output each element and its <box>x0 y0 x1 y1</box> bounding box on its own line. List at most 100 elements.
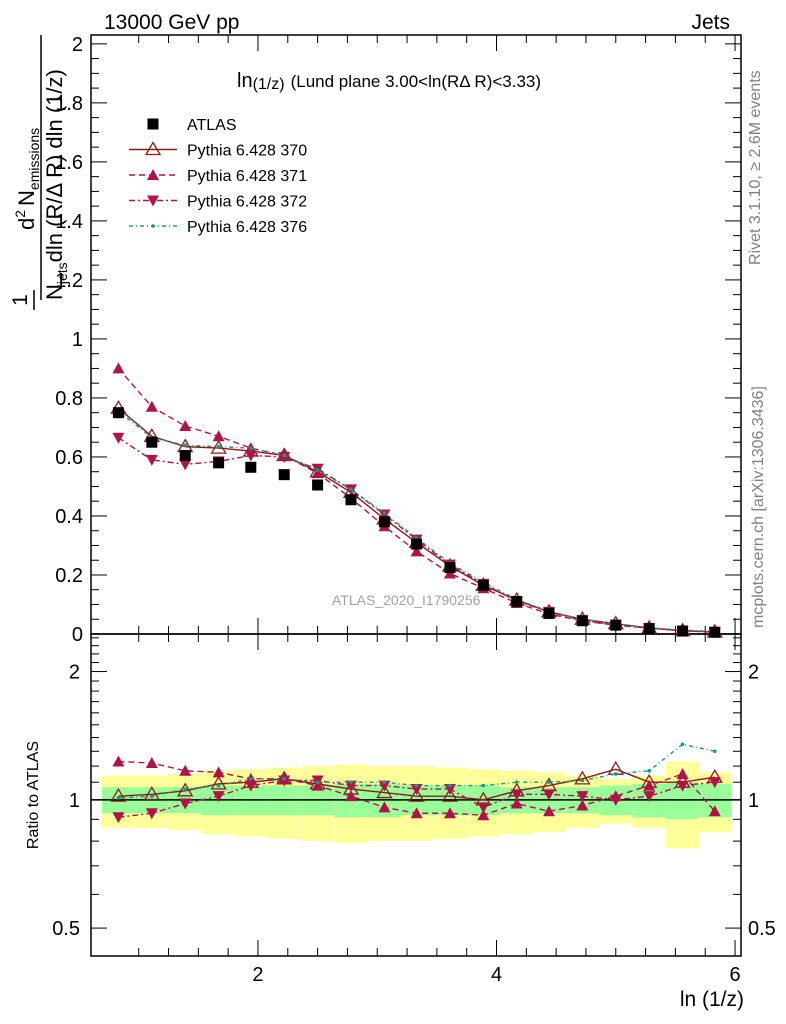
main-point-p376 <box>315 468 320 473</box>
axis-ticks: 2 4 6 0 0.2 0.4 0.6 0.8 1 1.2 1.4 1.6 1.8 2 0.5 0.5 1 1 2 2 <box>52 34 776 986</box>
plot-title-rest: (Lund plane 3.00<ln(RΔ R)<3.33) <box>291 72 541 91</box>
main-point-atlas <box>146 436 158 448</box>
ratio-y-tick-label-right: 1 <box>748 790 759 812</box>
ratio-point-p376 <box>282 777 287 781</box>
ratio-point-p376 <box>613 772 618 776</box>
main-point-atlas <box>179 449 191 461</box>
ratio-point-p370 <box>210 775 227 790</box>
ratio-point-p371 <box>576 799 589 811</box>
ratio-point-p371 <box>212 766 225 778</box>
main-y-tick-label: 0.2 <box>55 565 83 587</box>
main-point-atlas <box>312 479 324 491</box>
ratio-point-p370 <box>408 787 425 802</box>
legend-label: ATLAS <box>187 117 237 134</box>
ratio-point-p376 <box>150 794 154 798</box>
ratio-point-p372 <box>643 791 656 803</box>
ratio-point-p376 <box>481 783 486 788</box>
main-point-atlas <box>643 623 655 635</box>
main-y-tick-label: 0.6 <box>55 447 83 469</box>
ratio-y-tick-label: 1 <box>69 790 80 812</box>
legend-marker-atlas <box>147 118 159 130</box>
rivet-version-label: Rivet 3.1.10, ≥ 2.6M events <box>747 70 764 265</box>
ratio-point-p371 <box>708 805 721 817</box>
main-point-p376 <box>249 446 253 450</box>
ratio-point-p372 <box>278 775 291 787</box>
ratio-point-p371 <box>477 809 490 821</box>
main-y-tick-label: 0 <box>72 624 83 646</box>
ratio-y-tick-label: 2 <box>69 662 80 684</box>
mcplots-label: mcplots.cern.ch [arXiv:1306.3436] <box>750 386 767 628</box>
main-point-atlas <box>411 538 423 550</box>
ratio-point-p370 <box>376 784 393 799</box>
y-label-d: d <box>14 218 39 230</box>
ratio-point-p376 <box>514 780 519 784</box>
ratio-point-p376 <box>712 749 717 754</box>
ratio-panel-frame <box>90 633 742 957</box>
ratio-point-p376 <box>116 796 121 800</box>
main-point-atlas <box>245 461 257 473</box>
ratio-point-p372 <box>676 780 689 792</box>
ratio-point-p371 <box>542 805 555 817</box>
x-tick-label: 2 <box>252 964 263 986</box>
ratio-point-p372 <box>244 780 257 792</box>
main-point-p371 <box>112 362 125 374</box>
main-point-p372 <box>378 509 391 521</box>
main-point-p376 <box>349 487 353 492</box>
main-point-p372 <box>112 432 125 444</box>
ratio-series-layer <box>110 742 723 824</box>
y-label-jets: jets <box>54 262 70 285</box>
ratio-point-p372 <box>708 777 721 789</box>
ratio-point-p372 <box>345 780 357 792</box>
main-point-atlas <box>278 469 290 481</box>
ratio-point-p371 <box>112 755 125 767</box>
ratio-point-p376 <box>580 778 585 783</box>
legend-marker-p370 <box>144 141 162 156</box>
main-point-p376 <box>183 443 188 447</box>
ratio-point-p372 <box>576 791 589 803</box>
ratio-point-p371 <box>378 801 391 813</box>
y-label-N: N <box>14 190 39 206</box>
legend: ATLAS Pythia 6.428 370 Pythia 6.428 371 Pyt… <box>129 117 307 236</box>
main-point-atlas <box>576 615 588 627</box>
ratio-point-p371 <box>443 807 456 819</box>
ratio-point-p372 <box>378 780 391 792</box>
header-jets-label: Jets <box>691 11 730 34</box>
legend-marker-p376 <box>151 224 155 228</box>
header-energy-label: 13000 GeV pp <box>104 11 239 34</box>
ratio-point-p376 <box>547 780 551 784</box>
ratio-point-p376 <box>414 783 419 788</box>
main-y-tick-label: 1 <box>72 329 83 351</box>
main-point-p371 <box>179 419 192 431</box>
ratio-point-p376 <box>315 780 320 784</box>
ratio-point-p370 <box>177 782 194 797</box>
legend-marker-p371 <box>147 169 159 180</box>
main-point-p372 <box>278 451 291 463</box>
main-point-p371 <box>410 545 423 557</box>
ratio-point-p372 <box>145 808 158 820</box>
ratio-y-tick-label-right: 2 <box>748 662 759 684</box>
ratio-point-p371 <box>179 764 192 776</box>
ratio-point-p372 <box>542 789 555 801</box>
main-y-tick-label: 1.6 <box>55 152 83 174</box>
ratio-point-p376 <box>680 742 685 747</box>
main-point-p376 <box>282 453 287 458</box>
ratio-point-p376 <box>448 783 452 788</box>
ratio-point-p371 <box>510 797 523 809</box>
ratio-point-p376 <box>183 787 188 791</box>
ratio-point-p372 <box>212 791 225 803</box>
y-label-emissions: emissions <box>26 128 42 190</box>
main-point-atlas <box>444 562 456 574</box>
main-point-atlas <box>345 494 357 506</box>
y-label-one: 1 <box>9 294 32 306</box>
ratio-point-p371 <box>145 757 158 769</box>
ratio-point-p370 <box>110 787 127 802</box>
ratio-point-p376 <box>216 783 221 788</box>
ratio-point-p372 <box>443 784 456 796</box>
main-point-atlas <box>543 607 555 619</box>
legend-label: Pythia 6.428 370 <box>187 143 307 160</box>
main-point-atlas <box>610 619 622 631</box>
main-y-tick-label: 0.4 <box>55 506 83 528</box>
plot-title-main: ln <box>237 70 253 92</box>
ratio-y-tick-label: 0.5 <box>52 918 80 940</box>
